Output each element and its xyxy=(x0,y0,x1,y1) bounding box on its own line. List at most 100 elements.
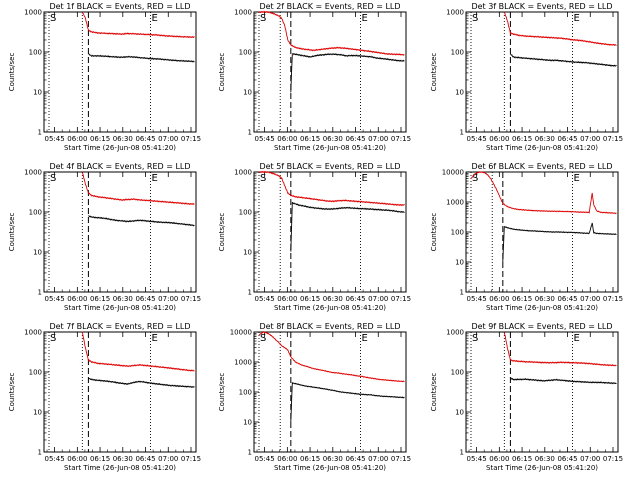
series-lld-line xyxy=(258,10,405,56)
y-axis-label: Counts/sec xyxy=(430,373,438,412)
chart-title: Det 2f BLACK = Events, RED = LLD xyxy=(259,2,400,11)
x-axis-label: Start Time (26-Jun-08 05:41:20) xyxy=(64,304,176,312)
plot-frame xyxy=(465,11,619,133)
marker-s: S xyxy=(260,333,266,344)
y-axis-label: Counts/sec xyxy=(218,373,226,412)
series-events-line xyxy=(510,377,617,385)
marker-e: E xyxy=(574,13,580,24)
y-tick-label: 100 xyxy=(451,49,464,57)
marker-e: E xyxy=(362,13,368,24)
x-tick-label: 06:30 xyxy=(323,295,343,303)
y-axis-label: Counts/sec xyxy=(430,53,438,92)
marker-s: S xyxy=(50,13,56,24)
x-tick-label: 06:45 xyxy=(345,295,365,303)
marker-e: E xyxy=(362,173,368,184)
x-tick-label: 06:15 xyxy=(512,455,532,463)
x-tick-label: 05:45 xyxy=(45,135,65,143)
x-tick-label: 05:45 xyxy=(45,295,65,303)
y-axis-label: Counts/sec xyxy=(8,53,16,92)
x-tick-label: 07:15 xyxy=(603,455,623,463)
y-tick-label: 1 xyxy=(460,289,464,297)
x-tick-label: 06:00 xyxy=(277,455,297,463)
marker-e: E xyxy=(574,173,580,184)
series-lld-line xyxy=(470,171,617,215)
x-tick-label: 07:15 xyxy=(603,135,623,143)
y-tick-label: 1000 xyxy=(24,169,42,177)
chart-panel-6: Det 6f BLACK = Events, RED = LLD 1 10 100 10… xyxy=(430,162,623,312)
x-tick-label: 07:00 xyxy=(368,295,388,303)
x-tick-label: 07:15 xyxy=(391,455,411,463)
x-tick-label: 06:45 xyxy=(345,135,365,143)
chart-title: Det 6f BLACK = Events, RED = LLD xyxy=(471,162,612,171)
x-tick-label: 06:00 xyxy=(277,135,297,143)
x-tick-label: 06:15 xyxy=(300,135,320,143)
x-tick-label: 05:45 xyxy=(467,135,487,143)
y-tick-label: 100 xyxy=(451,229,464,237)
x-tick-label: 06:00 xyxy=(277,295,297,303)
chart-title: Det 7f BLACK = Events, RED = LLD xyxy=(49,322,190,331)
x-tick-label: 06:45 xyxy=(135,295,155,303)
y-tick-label: 1 xyxy=(248,289,252,297)
marker-s: S xyxy=(472,13,478,24)
x-tick-label: 07:15 xyxy=(181,295,201,303)
y-tick-label: 1000 xyxy=(24,9,42,17)
x-tick-label: 06:00 xyxy=(67,455,87,463)
y-axis-label: Counts/sec xyxy=(218,53,226,92)
plot-frame xyxy=(43,331,197,453)
y-tick-label: 1 xyxy=(38,129,42,137)
x-tick-label: 06:15 xyxy=(90,455,110,463)
x-tick-label: 07:15 xyxy=(391,135,411,143)
y-axis-label: Counts/sec xyxy=(8,373,16,412)
marker-s: S xyxy=(260,13,266,24)
plot-frame xyxy=(253,11,407,133)
x-tick-label: 07:00 xyxy=(580,455,600,463)
plot-frame xyxy=(465,331,619,453)
y-tick-label: 1 xyxy=(460,129,464,137)
x-tick-label: 07:15 xyxy=(603,295,623,303)
x-tick-label: 06:15 xyxy=(512,135,532,143)
y-tick-label: 10 xyxy=(243,249,252,257)
x-axis-label: Start Time (26-Jun-08 05:41:20) xyxy=(274,144,386,152)
chart-panel-5: Det 5f BLACK = Events, RED = LLD 1 10 100 10… xyxy=(218,162,411,312)
y-tick-label: 100 xyxy=(239,49,252,57)
x-tick-label: 07:15 xyxy=(391,295,411,303)
x-tick-label: 06:00 xyxy=(489,295,509,303)
y-tick-label: 100 xyxy=(29,49,42,57)
x-tick-label: 06:15 xyxy=(90,135,110,143)
y-tick-label: 100 xyxy=(239,209,252,217)
marker-s: S xyxy=(50,333,56,344)
y-tick-label: 1000 xyxy=(24,329,42,337)
y-axis-label: Counts/sec xyxy=(218,213,226,252)
plot-frame xyxy=(253,331,407,453)
chart-panel-2: Det 2f BLACK = Events, RED = LLD 1 10 100 10… xyxy=(218,2,411,152)
marker-s: S xyxy=(472,333,478,344)
series-events-line xyxy=(509,53,617,67)
plot-frame xyxy=(43,171,197,293)
x-tick-label: 05:45 xyxy=(467,295,487,303)
marker-e: E xyxy=(152,173,158,184)
x-tick-label: 07:15 xyxy=(181,135,201,143)
y-tick-label: 10 xyxy=(33,249,42,257)
x-tick-label: 06:30 xyxy=(323,135,343,143)
y-tick-label: 100 xyxy=(29,209,42,217)
chart-title: Det 8f BLACK = Events, RED = LLD xyxy=(259,322,400,331)
x-tick-label: 05:45 xyxy=(467,455,487,463)
y-axis-label: Counts/sec xyxy=(430,213,438,252)
y-tick-label: 10 xyxy=(243,419,252,427)
x-tick-label: 06:30 xyxy=(113,295,133,303)
y-tick-label: 100 xyxy=(239,389,252,397)
x-tick-label: 06:00 xyxy=(489,455,509,463)
series-lld-line xyxy=(81,331,195,372)
chart-panel-9: Det 9f BLACK = Events, RED = LLD 1 10 100 10… xyxy=(430,322,623,472)
x-tick-label: 06:15 xyxy=(512,295,532,303)
x-tick-label: 05:45 xyxy=(255,455,275,463)
chart-title: Det 1f BLACK = Events, RED = LLD xyxy=(49,2,190,11)
y-tick-label: 10 xyxy=(455,259,464,267)
x-tick-label: 06:45 xyxy=(135,455,155,463)
x-tick-label: 06:30 xyxy=(535,135,555,143)
marker-e: E xyxy=(152,13,158,24)
y-tick-label: 10 xyxy=(455,89,464,97)
chart-title: Det 5f BLACK = Events, RED = LLD xyxy=(259,162,400,171)
y-tick-label: 1000 xyxy=(446,329,464,337)
